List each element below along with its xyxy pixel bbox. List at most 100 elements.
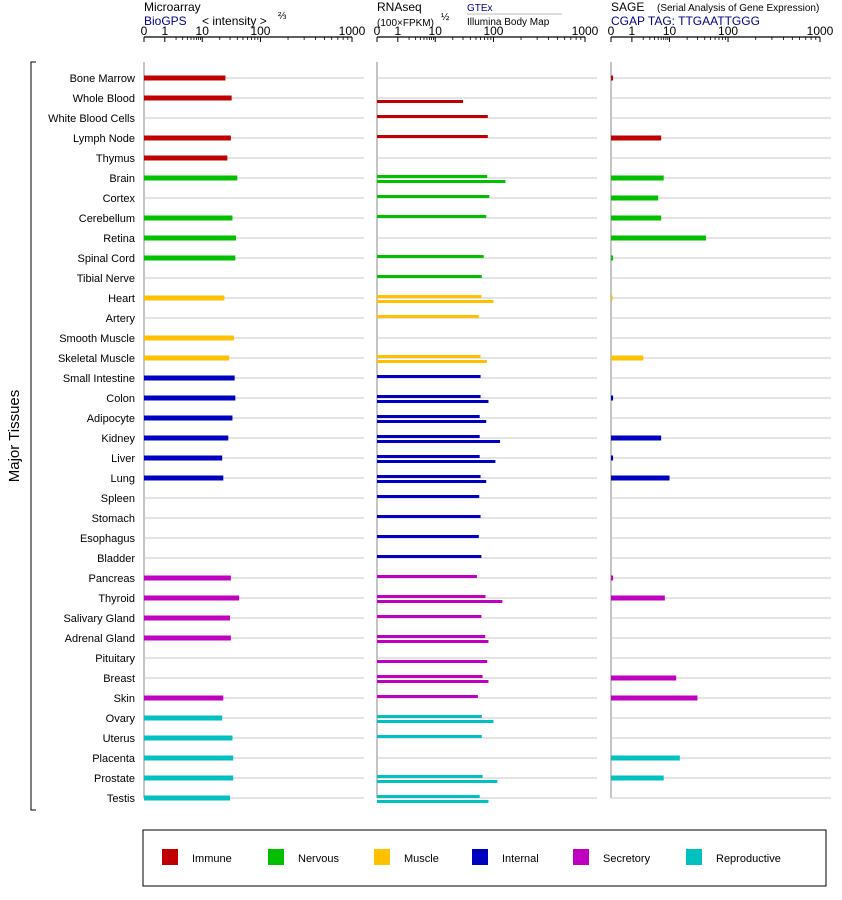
bar-rnaseq <box>377 100 464 103</box>
legend-swatch <box>472 849 488 865</box>
bar-microarray <box>144 155 228 161</box>
bar-microarray <box>144 235 237 241</box>
bar-rnaseq <box>377 640 489 643</box>
bar-rnaseq <box>377 615 482 618</box>
tissue-label: Smooth Muscle <box>59 333 135 345</box>
tissue-label: Thymus <box>96 153 136 165</box>
bar-rnaseq <box>377 415 480 418</box>
x-tick-label: 1 <box>161 24 168 38</box>
tissue-label: Lung <box>111 473 135 485</box>
tissue-label: Testis <box>107 793 136 805</box>
tissue-label: Spleen <box>101 493 135 505</box>
bar-microarray <box>144 695 224 701</box>
bar-rnaseq <box>377 395 481 398</box>
bar-rnaseq <box>377 480 487 483</box>
legend-label: Muscle <box>404 853 439 865</box>
bar-sage <box>611 475 670 481</box>
bar-microarray <box>144 595 240 601</box>
bar-microarray <box>144 75 226 81</box>
bar-rnaseq <box>377 215 487 218</box>
bar-rnaseq <box>377 555 482 558</box>
panel-subtitle: BioGPS <box>144 14 187 28</box>
panel-title: RNAseq <box>377 0 422 14</box>
x-tick-label: 10 <box>196 24 210 38</box>
x-tick-label: 1 <box>394 24 401 38</box>
bar-sage <box>611 355 644 361</box>
legend-label: Nervous <box>298 853 339 865</box>
tissue-label: Placenta <box>92 753 136 765</box>
bar-rnaseq <box>377 720 494 723</box>
bar-sage <box>611 295 613 301</box>
tissue-label: Cerebellum <box>79 213 135 225</box>
bar-rnaseq <box>377 115 488 118</box>
x-tick-label: 1000 <box>572 24 599 38</box>
tissue-label: Kidney <box>101 433 135 445</box>
tissue-label: Bladder <box>97 553 135 565</box>
tissue-label: Ovary <box>106 713 136 725</box>
tissue-label: Skin <box>114 693 135 705</box>
scale-label: < intensity > <box>202 14 267 28</box>
bar-sage <box>611 775 664 781</box>
panel-title-note: (Serial Analysis of Gene Expression) <box>657 3 819 14</box>
panel-subtitle: CGAP TAG: TTGAATTGGG <box>611 14 760 28</box>
bar-microarray <box>144 615 231 621</box>
source-top: GTEx <box>467 3 493 14</box>
bar-microarray <box>144 415 233 421</box>
bar-sage <box>611 135 662 141</box>
tissue-label: Stomach <box>92 513 135 525</box>
tissue-label: White Blood Cells <box>48 113 135 125</box>
legend-box <box>142 829 827 887</box>
bar-rnaseq <box>377 595 486 598</box>
legend: Immune Nervous Muscle Internal Secretory Repr… <box>142 829 827 887</box>
bar-sage <box>611 395 614 401</box>
tissue-label: Bone Marrow <box>70 73 135 85</box>
bar-microarray <box>144 795 231 801</box>
x-tick-label: 1 <box>629 24 636 38</box>
bar-sage <box>611 195 659 201</box>
x-tick-label: 0 <box>374 24 381 38</box>
tissue-label: Pancreas <box>89 573 136 585</box>
bar-sage <box>611 675 677 681</box>
bar-rnaseq <box>377 735 482 738</box>
bar-microarray <box>144 575 231 581</box>
bar-rnaseq <box>377 440 501 443</box>
bar-sage <box>611 175 664 181</box>
bar-sage <box>611 215 662 221</box>
tissue-label: Skeletal Muscle <box>58 353 135 365</box>
bar-rnaseq <box>377 400 489 403</box>
bar-rnaseq <box>377 600 503 603</box>
bar-microarray <box>144 215 233 221</box>
bar-rnaseq <box>377 795 480 798</box>
bar-sage <box>611 75 614 81</box>
bar-microarray <box>144 775 234 781</box>
bar-microarray <box>144 395 236 401</box>
bar-sage <box>611 755 680 761</box>
bar-microarray <box>144 295 225 301</box>
bar-sage <box>611 595 665 601</box>
bar-rnaseq <box>377 360 487 363</box>
bar-microarray <box>144 255 236 261</box>
tissue-label: Small Intestine <box>63 373 135 385</box>
bar-sage <box>611 235 706 241</box>
source-bottom: Illumina Body Map <box>467 17 550 28</box>
legend-label: Secretory <box>603 853 651 865</box>
tissue-label: Whole Blood <box>73 93 135 105</box>
panel-title: SAGE <box>611 0 644 14</box>
legend-swatch <box>573 849 589 865</box>
tissue-label: Breast <box>103 673 135 685</box>
scale-exponent: ⅔ <box>278 11 287 22</box>
legend-label: Immune <box>192 853 232 865</box>
bar-sage <box>611 435 662 441</box>
tissue-label: Pituitary <box>95 653 135 665</box>
x-tick-label: 0 <box>141 24 148 38</box>
bar-rnaseq <box>377 435 480 438</box>
bar-rnaseq <box>377 660 488 663</box>
bar-microarray <box>144 715 223 721</box>
tissue-label: Lymph Node <box>73 133 135 145</box>
bar-microarray <box>144 635 231 641</box>
bar-rnaseq <box>377 180 506 183</box>
x-tick-label: 100 <box>483 24 503 38</box>
